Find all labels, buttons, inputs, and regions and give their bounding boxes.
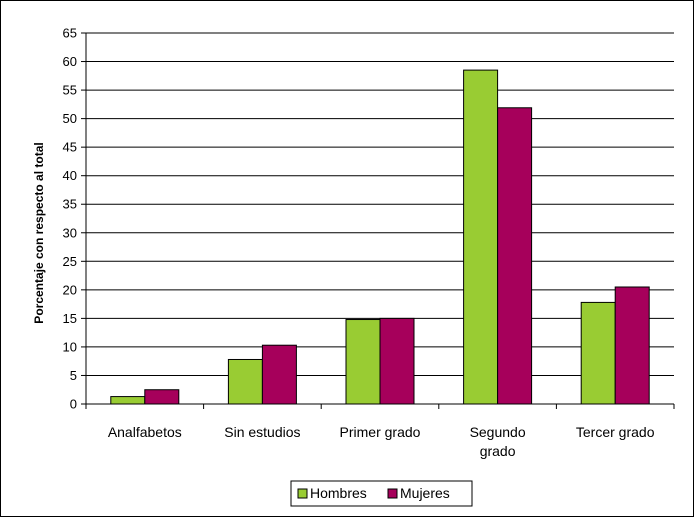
bar xyxy=(144,389,180,405)
y-tick-label: 25 xyxy=(63,254,77,269)
legend-box xyxy=(290,480,473,507)
bar xyxy=(227,358,263,405)
bar xyxy=(110,396,146,405)
bar xyxy=(463,69,499,405)
legend-label: Mujeres xyxy=(400,485,450,501)
bar xyxy=(261,344,297,405)
y-tick-label: 15 xyxy=(63,311,77,326)
x-category-label: Primer grado xyxy=(340,424,421,440)
legend: Hombres Mujeres xyxy=(290,480,473,507)
bar xyxy=(614,286,650,405)
y-tick-label: 65 xyxy=(63,26,77,41)
y-tick-label: 35 xyxy=(63,197,77,212)
y-axis-label: Porcentaje con respecto al total xyxy=(32,142,46,323)
x-category-label: Tercer grado xyxy=(576,424,655,440)
x-category-label: Analfabetos xyxy=(108,424,182,440)
x-category-labels: Analfabetos Sin estudios Primer grado Segun… xyxy=(108,424,655,459)
legend-swatch xyxy=(387,488,398,499)
y-tick-label: 5 xyxy=(70,368,77,383)
y-tick-label: 45 xyxy=(63,140,77,155)
y-tick-label: 0 xyxy=(70,397,77,412)
bars-group xyxy=(110,69,650,405)
y-tick-label: 40 xyxy=(63,168,77,183)
axes-group xyxy=(81,32,675,409)
bar xyxy=(379,317,415,405)
bar xyxy=(497,107,533,405)
y-tick-label: 60 xyxy=(63,54,77,69)
y-tick-label: 55 xyxy=(63,83,77,98)
y-tick-label: 10 xyxy=(63,339,77,354)
bar xyxy=(345,319,381,405)
gridlines xyxy=(86,32,674,376)
x-category-label: Sin estudios xyxy=(224,424,300,440)
y-tick-label: 50 xyxy=(63,111,77,126)
x-category-label: Segundo xyxy=(470,424,526,440)
legend-swatch xyxy=(297,488,308,499)
bar xyxy=(580,301,616,405)
y-tick-label: 30 xyxy=(63,225,77,240)
x-category-label: grado xyxy=(480,443,516,459)
legend-label: Hombres xyxy=(310,485,367,501)
y-tick-label: 20 xyxy=(63,282,77,297)
y-tick-labels: 0 5 10 15 20 25 30 35 40 45 50 55 60 65 xyxy=(63,26,77,412)
